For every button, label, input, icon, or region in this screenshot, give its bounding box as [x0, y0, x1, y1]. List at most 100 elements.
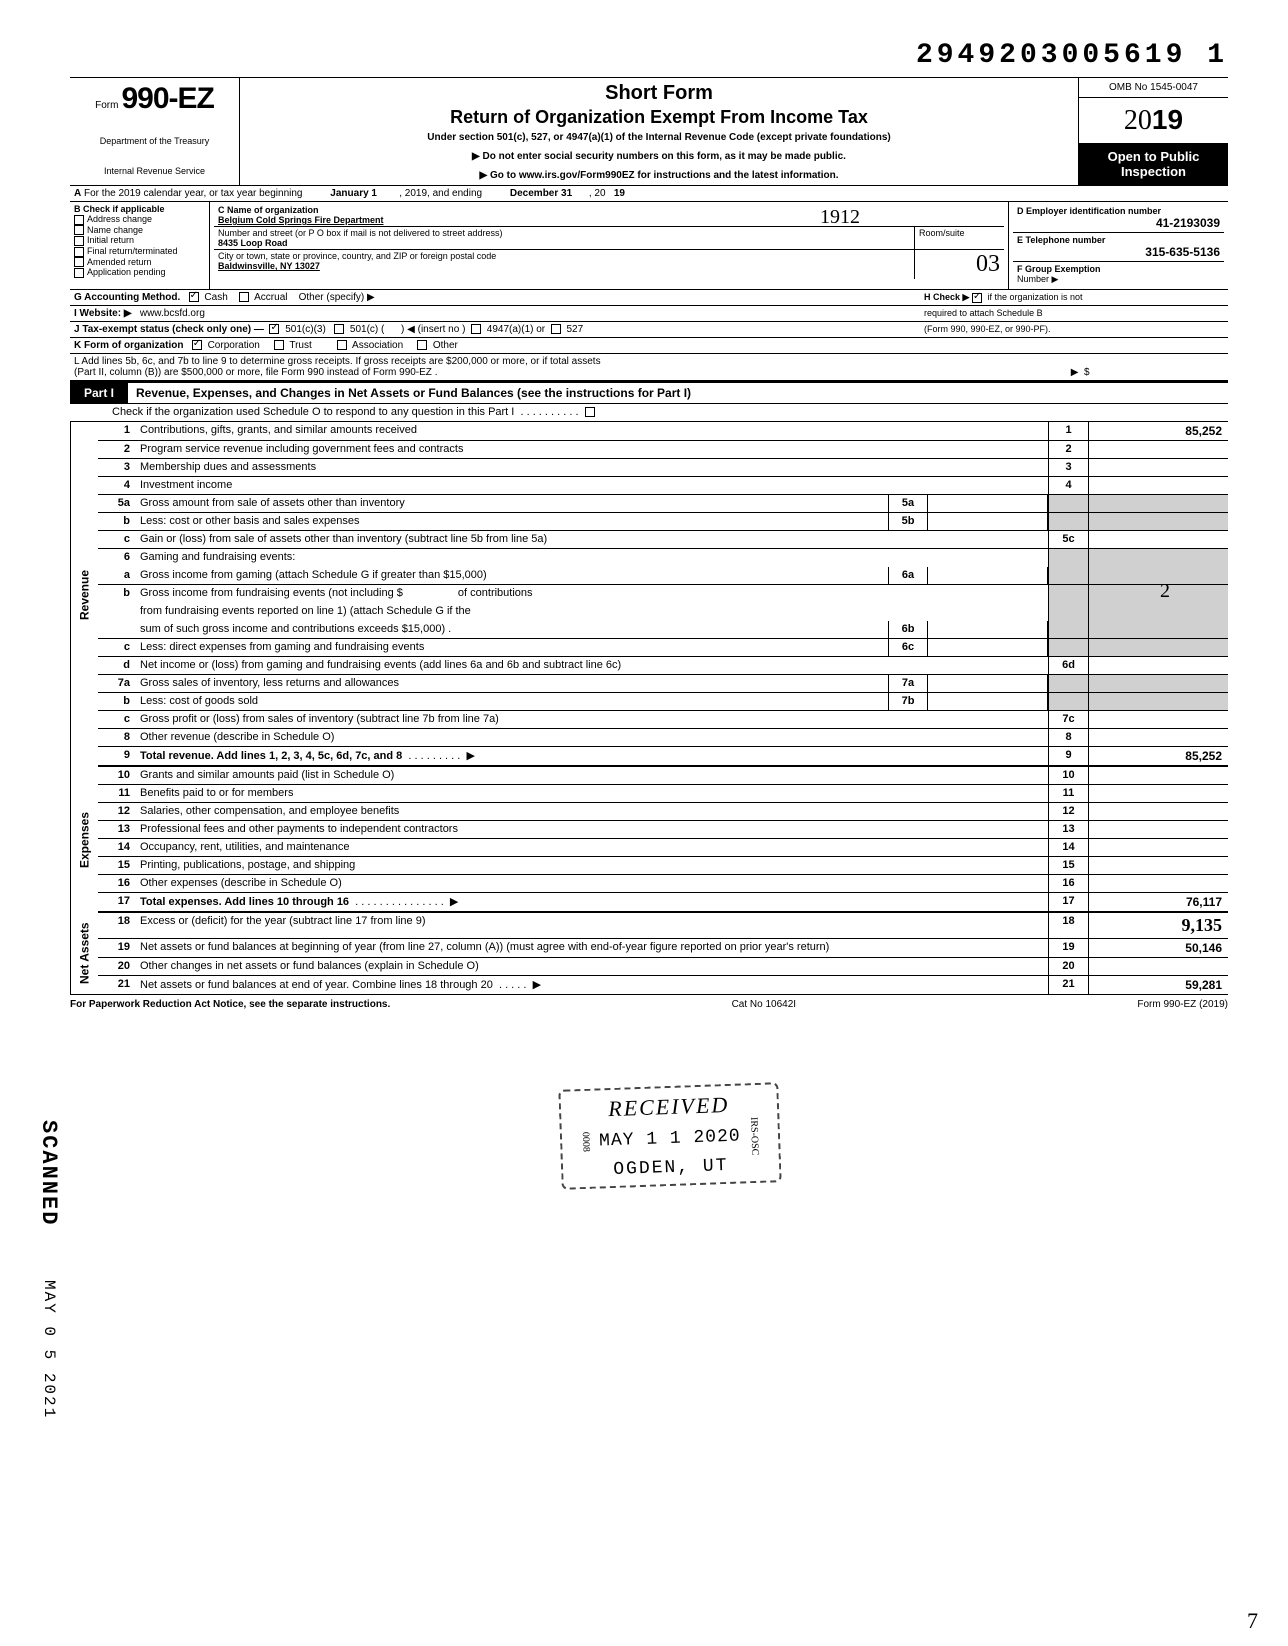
- ln20-v: [1088, 958, 1228, 975]
- ln13-nb: 13: [1048, 821, 1088, 838]
- city: Baldwinsville, NY 13027: [218, 261, 320, 271]
- main-title: Return of Organization Exempt From Incom…: [248, 107, 1070, 128]
- part1-header: Part I Revenue, Expenses, and Changes in…: [70, 382, 1228, 404]
- ln15-v: [1088, 857, 1228, 874]
- part1-tag: Part I: [70, 383, 128, 403]
- ln6d-nb: 6d: [1048, 657, 1088, 674]
- chk-final[interactable]: [74, 247, 84, 257]
- lbl-pending: Application pending: [87, 267, 166, 277]
- address-block: C Name of organization Belgium Cold Spri…: [210, 202, 1008, 289]
- line-a: A For the 2019 calendar year, or tax yea…: [70, 186, 1228, 202]
- part1-check: Check if the organization used Schedule …: [70, 404, 1228, 422]
- chk-assoc[interactable]: [337, 340, 347, 350]
- l-dollar: $: [1084, 367, 1224, 378]
- scanned-stamp: SCANNED: [36, 1120, 61, 1226]
- line-16: 16 Other expenses (describe in Schedule …: [98, 875, 1228, 893]
- ln2-nb: 2: [1048, 441, 1088, 458]
- line-a-begin: January 1: [330, 188, 377, 199]
- ln7c-n: c: [98, 711, 136, 728]
- ln6a-n: a: [98, 567, 136, 584]
- ein: 41-2193039: [1017, 216, 1220, 230]
- lbl-501c3: 501(c)(3): [285, 324, 326, 335]
- ln3-v: [1088, 459, 1228, 476]
- ln6b-v2: [1088, 603, 1228, 621]
- ln17-nb: 17: [1048, 893, 1088, 911]
- line-7c: c Gross profit or (loss) from sales of i…: [98, 711, 1228, 729]
- chk-amended[interactable]: [74, 257, 84, 267]
- line-k: K Form of organization Corporation Trust…: [70, 338, 1228, 354]
- ln7c-nb: 7c: [1048, 711, 1088, 728]
- line-1: 1 Contributions, gifts, grants, and simi…: [98, 422, 1228, 441]
- ln13-n: 13: [98, 821, 136, 838]
- chk-corp[interactable]: [192, 340, 202, 350]
- ln5a-t: Gross amount from sale of assets other t…: [136, 495, 888, 512]
- ln10-t: Grants and similar amounts paid (list in…: [136, 767, 1048, 784]
- ln17-n: 17: [98, 893, 136, 911]
- ln5c-nb: 5c: [1048, 531, 1088, 548]
- ln16-n: 16: [98, 875, 136, 892]
- line-6b-3: sum of such gross income and contributio…: [98, 621, 1228, 639]
- lbl-initial: Initial return: [87, 235, 134, 245]
- ln2-v: [1088, 441, 1228, 458]
- ln6b-t3: from fundraising events reported on line…: [136, 603, 1048, 621]
- tax-year: 2019: [1079, 98, 1228, 143]
- ln6c-t: Less: direct expenses from gaming and fu…: [136, 639, 888, 656]
- lbl-accrual: Accrual: [254, 292, 287, 303]
- ln21-n: 21: [98, 976, 136, 994]
- form-number: 990-EZ: [122, 82, 214, 115]
- chk-cash[interactable]: [189, 292, 199, 302]
- chk-accrual[interactable]: [239, 292, 249, 302]
- ln2-t: Program service revenue including govern…: [136, 441, 1048, 458]
- ln13-t: Professional fees and other payments to …: [136, 821, 1048, 838]
- ln7b-nb: [1048, 693, 1088, 710]
- sub2a: ▶ Do not enter social security numbers o…: [248, 151, 1070, 162]
- line-6b-1: b Gross income from fundraising events (…: [98, 585, 1228, 603]
- chk-501c3[interactable]: [269, 324, 279, 334]
- open-line2: Inspection: [1081, 164, 1226, 179]
- ln6b-t1: Gross income from fundraising events (no…: [140, 587, 403, 599]
- ln1-t: Contributions, gifts, grants, and simila…: [136, 422, 1048, 440]
- ln6b-v1: [1088, 585, 1228, 603]
- recv-right: IRS-OSC: [748, 1117, 760, 1156]
- chk-part1[interactable]: [585, 407, 595, 417]
- chk-527[interactable]: [551, 324, 561, 334]
- ln19-nb: 19: [1048, 939, 1088, 957]
- omb-number: OMB No 1545-0047: [1079, 78, 1228, 98]
- sub2b: ▶ Go to www.irs.gov/Form990EZ for instru…: [248, 170, 1070, 181]
- ln17-arrow: ▶: [450, 896, 458, 908]
- ln6-v: [1088, 549, 1228, 567]
- chk-name-change[interactable]: [74, 225, 84, 235]
- chk-initial[interactable]: [74, 236, 84, 246]
- ln5a-nb: [1048, 495, 1088, 512]
- chk-501c[interactable]: [334, 324, 344, 334]
- col-de: D Employer identification number 41-2193…: [1008, 202, 1228, 289]
- ln4-v: [1088, 477, 1228, 494]
- line-4: 4 Investment income 4: [98, 477, 1228, 495]
- side-date-stamp: MAY 0 5 2021: [40, 1280, 58, 1419]
- form-number-cell: Form 990-EZ Department of the Treasury I…: [70, 78, 240, 185]
- j-label: J Tax-exempt status (check only one) —: [74, 324, 264, 335]
- chk-4947[interactable]: [471, 324, 481, 334]
- ln5a-ib: 5a: [888, 495, 928, 512]
- netassets-section: Net Assets 18 Excess or (deficit) for th…: [70, 913, 1228, 994]
- open-public: Open to Public Inspection: [1079, 143, 1228, 185]
- ln19-t: Net assets or fund balances at beginning…: [136, 939, 1048, 957]
- ln5b-n: b: [98, 513, 136, 530]
- col-b-header: B Check if applicable: [74, 204, 205, 214]
- l-text2: (Part II, column (B)) are $500,000 or mo…: [74, 367, 1071, 378]
- line-6b-2: from fundraising events reported on line…: [98, 603, 1228, 621]
- ln6b-n: b: [98, 585, 136, 603]
- ln4-n: 4: [98, 477, 136, 494]
- ln4-nb: 4: [1048, 477, 1088, 494]
- line-11: 11 Benefits paid to or for members 11: [98, 785, 1228, 803]
- chk-address-change[interactable]: [74, 215, 84, 225]
- ln14-n: 14: [98, 839, 136, 856]
- ln6b-nb2: [1048, 603, 1088, 621]
- ln10-v: [1088, 767, 1228, 784]
- chk-trust[interactable]: [274, 340, 284, 350]
- chk-other-org[interactable]: [417, 340, 427, 350]
- ln2-n: 2: [98, 441, 136, 458]
- col-b: B Check if applicable Address change Nam…: [70, 202, 210, 289]
- chk-h[interactable]: [972, 293, 982, 303]
- chk-pending[interactable]: [74, 268, 84, 278]
